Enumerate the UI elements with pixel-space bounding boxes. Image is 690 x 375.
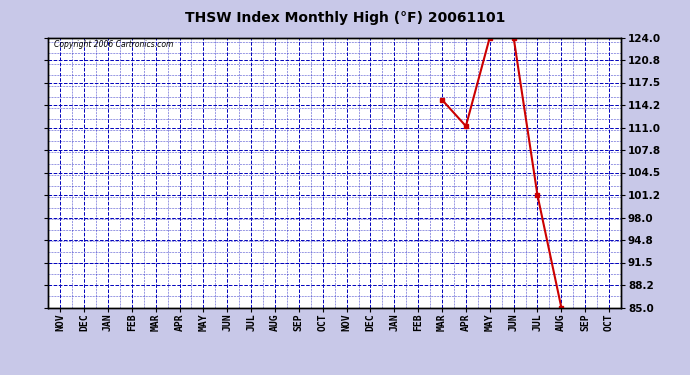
Text: Copyright 2006 Cartronics.com: Copyright 2006 Cartronics.com bbox=[54, 40, 173, 49]
Text: THSW Index Monthly High (°F) 20061101: THSW Index Monthly High (°F) 20061101 bbox=[185, 11, 505, 25]
